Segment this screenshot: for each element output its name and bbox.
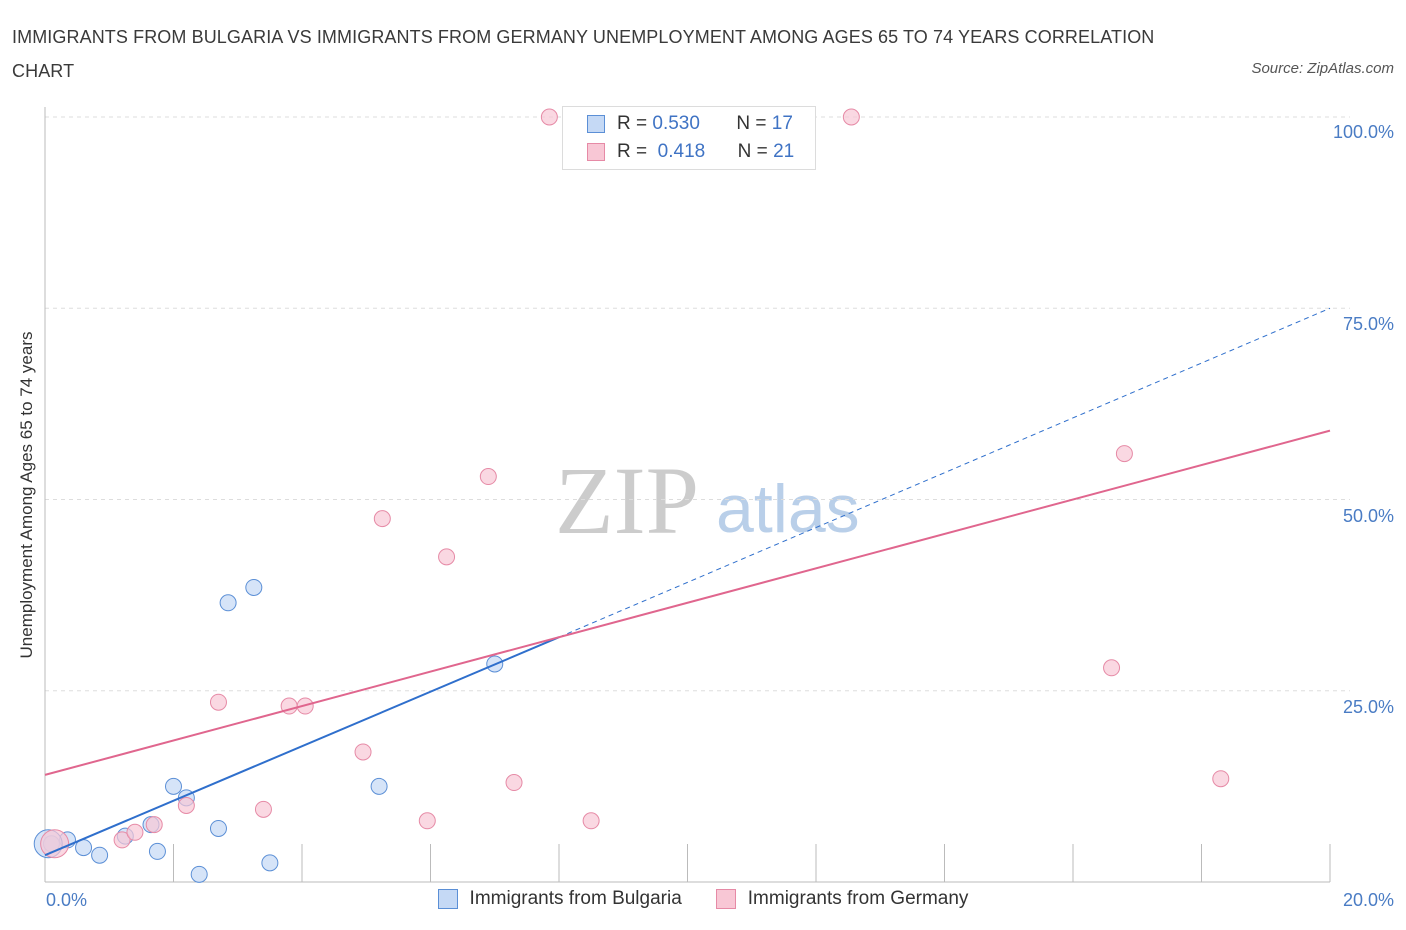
germany-point: [145, 816, 163, 834]
germany-r-value: 0.418: [657, 141, 706, 162]
germany-point: [126, 823, 144, 841]
germany-swatch: [587, 143, 605, 161]
bulgaria-trend-line: [44, 636, 560, 857]
bulgaria-point: [219, 594, 237, 612]
bulgaria-n-label: N =: [736, 113, 767, 134]
germany-point: [254, 800, 272, 818]
bulgaria-trend-extension: [558, 307, 1331, 638]
germany-point: [40, 829, 70, 859]
legend-item-germany[interactable]: Immigrants from Germany: [715, 888, 969, 910]
legend-label-bulgaria: Immigrants from Bulgaria: [469, 888, 682, 909]
stats-row-bulgaria: R = 0.530 N = 17: [587, 111, 793, 137]
germany-point: [1115, 445, 1133, 463]
bulgaria-point: [91, 846, 109, 864]
bulgaria-point: [261, 854, 279, 872]
germany-point: [373, 510, 391, 528]
legend-item-bulgaria[interactable]: Immigrants from Bulgaria: [437, 888, 682, 910]
germany-point: [1212, 770, 1230, 788]
chart-title: IMMIGRANTS FROM BULGARIA VS IMMIGRANTS F…: [12, 27, 1155, 81]
x-tick-0: 0.0%: [46, 890, 88, 910]
y-tick-50: 50.0%: [1342, 506, 1394, 526]
series-legend: Immigrants from Bulgaria Immigrants from…: [0, 888, 1406, 910]
bulgaria-point: [209, 819, 227, 837]
germany-point: [177, 797, 195, 814]
germany-point: [842, 108, 860, 126]
bulgaria-n-value: 17: [771, 113, 793, 134]
bulgaria-point: [190, 865, 208, 883]
watermark-atlas: atlas: [716, 471, 860, 547]
legend-swatch-bulgaria: [437, 889, 458, 909]
watermark-zip: ZIP: [555, 447, 699, 554]
germany-n-label: N =: [737, 141, 768, 162]
germany-n-value: 21: [773, 141, 795, 162]
bulgaria-point: [148, 842, 166, 860]
legend-label-germany: Immigrants from Germany: [747, 888, 969, 909]
germany-point: [438, 548, 456, 566]
source-label: Source: ZipAtlas.com: [1251, 60, 1394, 77]
stats-legend: R = 0.530 N = 17 R = 0.418 N = 21: [562, 106, 816, 170]
bulgaria-r-label: R =: [617, 113, 648, 134]
bulgaria-point: [165, 777, 182, 795]
germany-point: [540, 108, 558, 126]
legend-swatch-germany: [715, 889, 736, 909]
x-tick-20: 20.0%: [1342, 890, 1394, 910]
bulgaria-r-value: 0.530: [652, 113, 700, 134]
germany-point: [209, 693, 227, 711]
bulgaria-point: [370, 777, 388, 795]
germany-trend-line: [44, 429, 1331, 776]
germany-point: [582, 812, 600, 830]
bulgaria-point: [245, 578, 263, 596]
germany-point: [354, 743, 372, 761]
germany-point: [418, 812, 436, 830]
y-tick-100: 100.0%: [1332, 122, 1394, 142]
germany-point: [479, 468, 497, 486]
germany-point: [505, 774, 523, 792]
germany-r-label: R =: [617, 141, 648, 162]
bulgaria-swatch: [587, 115, 605, 133]
y-tick-25: 25.0%: [1342, 697, 1394, 717]
germany-point: [1103, 659, 1121, 677]
germany-point: [113, 831, 131, 849]
y-tick-75: 75.0%: [1342, 314, 1394, 334]
stats-row-germany: R = 0.418 N = 21: [587, 139, 794, 165]
